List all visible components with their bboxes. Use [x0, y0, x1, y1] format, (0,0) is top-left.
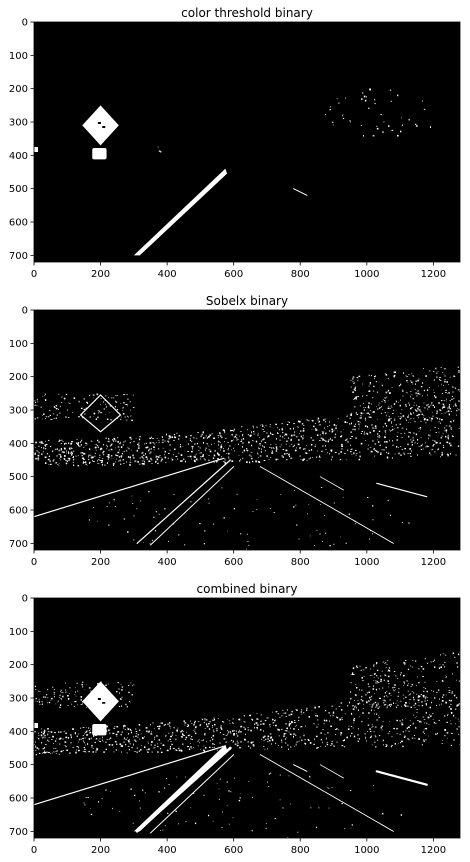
- x-tick-label: 600: [224, 557, 243, 568]
- x-tick-label: 400: [158, 845, 177, 856]
- y-tick-label: 0: [22, 306, 28, 317]
- y-tick-label: 300: [9, 118, 28, 129]
- x-tick-label: 1200: [421, 269, 446, 280]
- x-tick-label: 0: [31, 845, 37, 856]
- x-tick-label: 0: [31, 269, 37, 280]
- y-tick-label: 500: [9, 472, 28, 483]
- axes-frame: [33, 309, 461, 551]
- x-tick-label: 800: [291, 269, 310, 280]
- sign-diamond: [82, 681, 119, 722]
- x-tick-label: 1200: [421, 845, 446, 856]
- binary-image: [34, 598, 460, 838]
- y-tick-label: 200: [9, 660, 28, 671]
- x-tick-label: 1000: [354, 269, 379, 280]
- y-tick-label: 600: [9, 218, 28, 229]
- y-tick-label: 600: [9, 794, 28, 805]
- y-tick-label: 300: [9, 694, 28, 705]
- x-tick-label: 400: [158, 269, 177, 280]
- y-tick-label: 100: [9, 51, 28, 62]
- y-tick-label: 400: [9, 151, 28, 162]
- y-tick-label: 400: [9, 727, 28, 738]
- y-tick-label: 0: [22, 594, 28, 605]
- panel-title: combined binary: [197, 582, 298, 596]
- binary-image: [34, 22, 460, 262]
- x-tick-label: 200: [91, 269, 110, 280]
- x-tick-label: 600: [224, 269, 243, 280]
- y-tick-label: 500: [9, 760, 28, 771]
- binary-pixels: [33, 366, 462, 551]
- binary-pixels: [33, 651, 462, 838]
- y-tick-label: 400: [9, 439, 28, 450]
- x-tick-label: 200: [91, 557, 110, 568]
- x-tick-label: 400: [158, 557, 177, 568]
- axes-frame: [33, 21, 461, 263]
- x-tick-label: 600: [224, 845, 243, 856]
- y-tick-label: 600: [9, 506, 28, 517]
- sign-diamond: [82, 105, 119, 146]
- y-tick-label: 500: [9, 184, 28, 195]
- x-tick-label: 1000: [354, 845, 379, 856]
- x-tick-label: 800: [291, 845, 310, 856]
- y-tick-label: 700: [9, 251, 28, 262]
- y-tick-label: 200: [9, 84, 28, 95]
- x-tick-label: 0: [31, 557, 37, 568]
- y-tick-label: 200: [9, 372, 28, 383]
- y-tick-label: 300: [9, 406, 28, 417]
- y-tick-label: 100: [9, 627, 28, 638]
- axes-frame: [33, 597, 461, 839]
- y-tick-label: 700: [9, 539, 28, 550]
- panel-2: Sobelx binary 0 200 400 600 800 1000 1200 0 100 20…: [9, 294, 462, 568]
- y-tick-label: 700: [9, 827, 28, 838]
- panel-title: color threshold binary: [181, 6, 313, 20]
- binary-pixels: [34, 88, 431, 256]
- panel-title: Sobelx binary: [206, 294, 288, 308]
- y-tick-label: 100: [9, 339, 28, 350]
- x-tick-label: 1000: [354, 557, 379, 568]
- x-tick-label: 800: [291, 557, 310, 568]
- panel-3: combined binary 0 200 400 600 800 1000 1200 0 100…: [9, 582, 462, 856]
- x-tick-label: 200: [91, 845, 110, 856]
- y-tick-label: 0: [22, 18, 28, 29]
- x-tick-label: 1200: [421, 557, 446, 568]
